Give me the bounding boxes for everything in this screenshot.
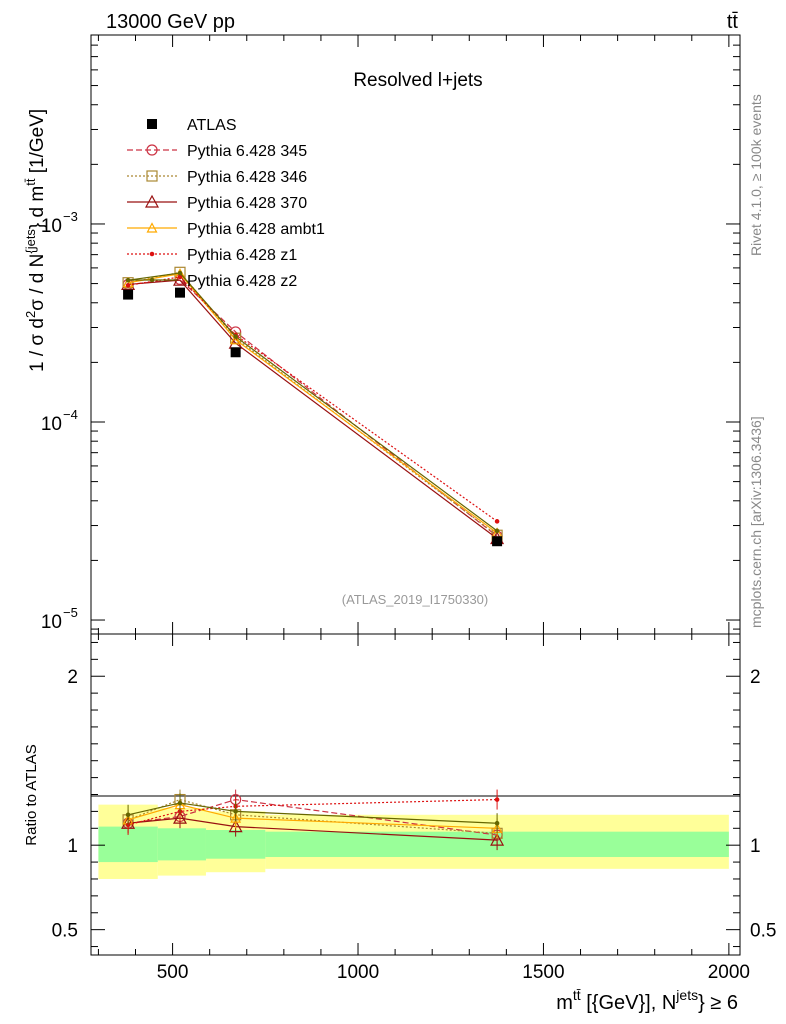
x-tick-label: 2000 bbox=[708, 962, 750, 983]
ratio-point bbox=[494, 820, 500, 826]
ratio-line-3 bbox=[127, 804, 498, 829]
ratio-line-5 bbox=[127, 802, 498, 824]
y-label-part-d: [1/GeV] bbox=[27, 109, 48, 179]
x-axis-label: mtt̄ [{GeV}], Njets} ≥ 6 bbox=[556, 987, 738, 1014]
y-tick-label-base: 10 bbox=[41, 216, 62, 237]
ratio-point bbox=[177, 800, 183, 806]
y-tick-label-base: 10 bbox=[41, 414, 62, 435]
series-point bbox=[494, 519, 500, 524]
energy-label: 13000 GeV pp bbox=[106, 11, 235, 33]
ratio-panel-frame bbox=[90, 633, 741, 956]
y-tick-label-exponent: −3 bbox=[63, 209, 78, 224]
ratio-y-tick-label: 2 bbox=[67, 667, 78, 688]
legend-label-3: Pythia 6.428 ambt1 bbox=[187, 221, 325, 238]
legend-marker-5 bbox=[149, 277, 155, 283]
x-label-tail: } ≥ 6 bbox=[698, 992, 738, 1014]
series-line-4 bbox=[127, 276, 498, 522]
atlas-data-layer bbox=[123, 287, 503, 547]
legend-label-2: Pythia 6.428 370 bbox=[187, 195, 307, 212]
atlas-data-point bbox=[175, 287, 186, 298]
ratio-uncertainty-bands bbox=[98, 804, 729, 879]
y-tick-label-exponent: −5 bbox=[63, 605, 78, 620]
series-line-2 bbox=[128, 279, 498, 539]
legend-label-1: Pythia 6.428 346 bbox=[187, 169, 307, 186]
source-url-label: mcplots.cern.ch [arXiv:1306.3436] bbox=[748, 416, 764, 628]
ratio-point bbox=[494, 797, 500, 802]
y-label-part-a: 1 / σ d bbox=[27, 318, 48, 372]
ratio-line-0 bbox=[128, 798, 498, 836]
series-point bbox=[125, 283, 131, 288]
series-line-5 bbox=[128, 272, 498, 532]
series-point bbox=[177, 274, 183, 280]
ratio-line-2 bbox=[128, 817, 498, 841]
ratio-point bbox=[125, 812, 131, 818]
ratio-point bbox=[230, 812, 242, 823]
ratio-series-layer bbox=[121, 789, 505, 851]
ratio-point bbox=[233, 809, 238, 814]
main-panel: 10−510−410−3 Resolved l+jets (ATLAS_2019… bbox=[41, 34, 741, 635]
y-tick-label-base: 10 bbox=[41, 612, 62, 633]
legend-marker-2 bbox=[144, 194, 160, 208]
series-point bbox=[177, 270, 183, 276]
ratio-y-tick-label: 1 bbox=[67, 836, 78, 857]
x-label-m-sup: tt̄ bbox=[573, 987, 581, 1003]
ratio-y-tick-label-right: 0.5 bbox=[750, 921, 776, 942]
ratio-y-axis-label: Ratio to ATLAS bbox=[23, 744, 40, 845]
legend-marker-3 bbox=[146, 222, 158, 233]
legend-label-0: Pythia 6.428 345 bbox=[187, 143, 307, 160]
atlas-data-point bbox=[230, 347, 241, 358]
y-tick-label-exponent: −4 bbox=[63, 407, 78, 422]
process-label: tt̄ bbox=[727, 11, 739, 33]
legend-marker-1 bbox=[146, 170, 158, 182]
x-tick-label: 1500 bbox=[522, 962, 564, 983]
inner-uncertainty-band bbox=[157, 828, 206, 861]
x-label-n-sup: jets bbox=[675, 987, 698, 1003]
atlas-data-point bbox=[123, 289, 134, 300]
x-tick-label: 1000 bbox=[337, 962, 379, 983]
legend-label-4: Pythia 6.428 z1 bbox=[187, 247, 297, 264]
legend-label-atlas: ATLAS bbox=[187, 117, 237, 134]
y-label-sup-b: {jets bbox=[23, 229, 38, 254]
atlas-data-point bbox=[492, 536, 503, 547]
series-line-1 bbox=[127, 271, 498, 536]
legend-marker-atlas bbox=[147, 119, 157, 129]
x-label-m: m bbox=[556, 992, 573, 1014]
ratio-line-4 bbox=[127, 798, 498, 826]
legend-marker-4 bbox=[149, 251, 155, 257]
series-point bbox=[230, 334, 242, 345]
y-label-sup-c: tt̄ bbox=[23, 178, 38, 186]
y-label-part-b: σ / d N bbox=[27, 254, 48, 311]
x-label-unit: [{GeV}], N bbox=[581, 992, 677, 1014]
analysis-id-label: (ATLAS_2019_I1750330) bbox=[342, 592, 488, 607]
y-axis-label: 1 / σ d2σ / d N{jets} d mtt̄ [1/GeV] bbox=[23, 109, 48, 372]
x-tick-label: 500 bbox=[157, 962, 189, 983]
ratio-point bbox=[228, 819, 243, 833]
chart-title: Resolved l+jets bbox=[353, 70, 482, 91]
legend-label-5: Pythia 6.428 z2 bbox=[187, 273, 297, 290]
legend: ATLAS Pythia 6.428 345 Pythia 6.428 346 Pyt… bbox=[127, 117, 325, 290]
main-axis-ticks: 10−510−410−3 bbox=[41, 35, 740, 634]
rivet-version-label: Rivet 4.1.0, ≥ 100k events bbox=[748, 94, 764, 256]
ratio-point bbox=[490, 832, 505, 846]
ratio-y-tick-label-right: 2 bbox=[750, 667, 761, 688]
main-series-layer bbox=[121, 266, 505, 545]
y-label-part-c: } d m bbox=[27, 186, 48, 229]
legend-marker-0 bbox=[146, 144, 158, 156]
series-point bbox=[233, 334, 238, 339]
series-point bbox=[494, 528, 500, 534]
ratio-y-tick-label-right: 1 bbox=[750, 836, 761, 857]
ratio-y-tick-label: 0.5 bbox=[52, 921, 78, 942]
y-label-sup-a: 2 bbox=[23, 311, 38, 318]
ratio-point bbox=[172, 810, 188, 824]
